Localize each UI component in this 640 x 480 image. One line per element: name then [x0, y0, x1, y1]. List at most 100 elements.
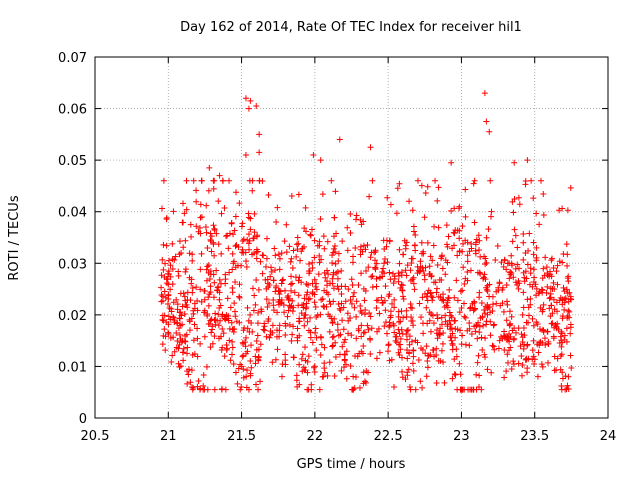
- x-tick-label: 23: [453, 429, 470, 444]
- data-point: [302, 305, 309, 312]
- data-point: [197, 340, 204, 347]
- data-point: [472, 239, 479, 246]
- data-point: [409, 207, 416, 214]
- data-point: [534, 321, 541, 328]
- data-point: [263, 255, 270, 262]
- data-point: [414, 177, 421, 184]
- data-point: [311, 299, 318, 306]
- data-point: [196, 224, 203, 231]
- data-point: [265, 191, 272, 198]
- data-point: [353, 212, 360, 219]
- data-point: [554, 262, 561, 269]
- data-point: [506, 338, 513, 345]
- data-point: [259, 177, 266, 184]
- data-point: [280, 301, 287, 308]
- data-point: [397, 341, 404, 348]
- data-point: [518, 331, 525, 338]
- data-point: [336, 136, 343, 143]
- data-point: [486, 293, 493, 300]
- data-point: [561, 306, 568, 313]
- data-point: [357, 251, 364, 258]
- data-point: [395, 313, 402, 320]
- data-point: [444, 243, 451, 250]
- data-point: [341, 356, 348, 363]
- data-point: [323, 278, 330, 285]
- data-point: [454, 252, 461, 259]
- data-point: [381, 270, 388, 277]
- data-point: [409, 360, 416, 367]
- data-point: [350, 386, 357, 393]
- data-point: [313, 347, 320, 354]
- data-point: [394, 185, 401, 192]
- data-point: [376, 349, 383, 356]
- data-point: [543, 289, 550, 296]
- data-point: [230, 258, 237, 265]
- data-point: [236, 293, 243, 300]
- data-point: [166, 257, 173, 264]
- data-point: [497, 333, 504, 340]
- data-point: [386, 238, 393, 245]
- data-point: [182, 268, 189, 275]
- data-point: [233, 189, 240, 196]
- data-point: [426, 309, 433, 316]
- data-point: [158, 272, 165, 279]
- data-point: [236, 200, 243, 207]
- data-point: [171, 348, 178, 355]
- data-point: [385, 348, 392, 355]
- data-point: [244, 367, 251, 374]
- data-point: [408, 338, 415, 345]
- data-point: [564, 207, 571, 214]
- data-point: [267, 328, 274, 335]
- data-point: [549, 320, 556, 327]
- data-point: [433, 345, 440, 352]
- data-point: [320, 303, 327, 310]
- data-point: [548, 257, 555, 264]
- data-point: [537, 338, 544, 345]
- data-point: [306, 260, 313, 267]
- data-point: [282, 287, 289, 294]
- data-point: [410, 353, 417, 360]
- data-point: [285, 297, 292, 304]
- data-point: [272, 288, 279, 295]
- data-point: [163, 242, 170, 249]
- data-point: [331, 315, 338, 322]
- data-point: [294, 234, 301, 241]
- data-point: [198, 298, 205, 305]
- data-point: [419, 346, 426, 353]
- data-point: [286, 321, 293, 328]
- data-point: [251, 229, 258, 236]
- data-point: [372, 264, 379, 271]
- data-point: [210, 271, 217, 278]
- data-point: [479, 346, 486, 353]
- data-point: [358, 270, 365, 277]
- data-point: [287, 303, 294, 310]
- data-point: [386, 323, 393, 330]
- data-point: [387, 201, 394, 208]
- data-point: [188, 383, 195, 390]
- data-point: [276, 327, 283, 334]
- data-point: [334, 283, 341, 290]
- data-point: [177, 290, 184, 297]
- data-point: [235, 244, 242, 251]
- data-point: [449, 340, 456, 347]
- data-point: [215, 322, 222, 329]
- data-point: [490, 301, 497, 308]
- data-point: [503, 266, 510, 273]
- data-point: [534, 373, 541, 380]
- data-point: [395, 349, 402, 356]
- data-point: [290, 304, 297, 311]
- data-point: [245, 210, 252, 217]
- data-point: [335, 300, 342, 307]
- data-point: [497, 302, 504, 309]
- data-point: [442, 271, 449, 278]
- data-point: [429, 294, 436, 301]
- data-point: [244, 236, 251, 243]
- data-point: [237, 386, 244, 393]
- data-point: [218, 250, 225, 257]
- data-point: [417, 378, 424, 385]
- data-point: [348, 300, 355, 307]
- data-point: [245, 231, 252, 238]
- data-point: [380, 265, 387, 272]
- data-point: [242, 151, 249, 158]
- data-point: [565, 307, 572, 314]
